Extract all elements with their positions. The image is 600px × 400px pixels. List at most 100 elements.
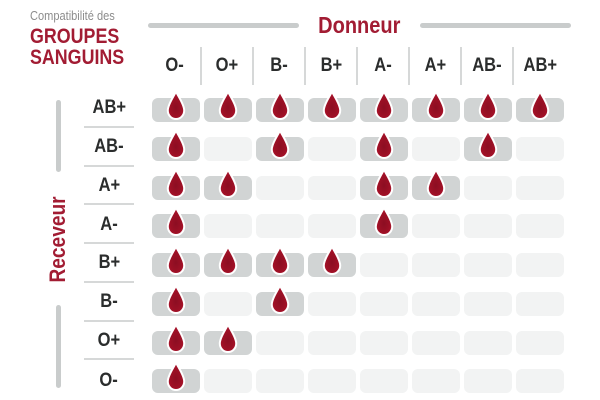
incompatible-cell (308, 175, 356, 200)
incompatible-cell (464, 330, 512, 355)
donor-col-label: AB+ (523, 55, 557, 76)
incompatible-cell (516, 175, 564, 200)
matrix-cell (358, 167, 410, 206)
matrix-cell (410, 128, 462, 167)
matrix-cell (150, 244, 202, 283)
matrix-cell (150, 128, 202, 167)
blood-drop-icon (269, 284, 291, 315)
donor-column-headers: O- O+ B- B+ A- A+ AB- AB+ (150, 47, 566, 85)
donor-col-label: A+ (410, 47, 462, 85)
matrix-cell (462, 128, 514, 167)
incompatible-cell (412, 369, 460, 394)
receiver-row-label: A+ (84, 167, 134, 206)
blood-drop-icon (165, 206, 187, 237)
blood-drop-icon (477, 129, 499, 160)
incompatible-cell (256, 175, 304, 200)
matrix-cell (514, 322, 566, 361)
incompatible-cell (204, 136, 252, 161)
donor-axis-header: Donneur (148, 12, 571, 38)
receiver-row-label: AB- (84, 128, 134, 167)
matrix-cell (254, 205, 306, 244)
matrix-cell (410, 283, 462, 322)
incompatible-cell (464, 253, 512, 277)
matrix-cell (306, 167, 358, 206)
matrix-cell (202, 322, 254, 361)
blood-drop-icon (425, 168, 447, 199)
matrix-cell (462, 283, 514, 322)
incompatible-cell (412, 136, 460, 161)
incompatible-cell (308, 214, 356, 239)
incompatible-cell (412, 253, 460, 277)
receiver-row-labels: AB+ AB- A+ A- B+ B- O+ O- (84, 89, 134, 399)
blood-drop-icon (217, 168, 239, 199)
chart-title-block: Compatibilité des GROUPES SANGUINS (30, 8, 141, 68)
blood-drop-icon (477, 90, 499, 121)
matrix-cell (306, 322, 358, 361)
blood-drop-icon (165, 90, 187, 121)
blood-drop-icon (373, 206, 395, 237)
matrix-cell (202, 283, 254, 322)
blood-drop-icon (165, 129, 187, 160)
blood-drop-icon (165, 168, 187, 199)
compatibility-grid (150, 89, 566, 399)
matrix-cell (306, 205, 358, 244)
incompatible-cell (204, 369, 252, 394)
matrix-cell (202, 128, 254, 167)
matrix-cell (254, 360, 306, 399)
matrix-cell (514, 360, 566, 399)
matrix-cell (514, 128, 566, 167)
matrix-cell (462, 244, 514, 283)
incompatible-cell (308, 136, 356, 161)
incompatible-cell (308, 291, 356, 316)
matrix-cell (306, 283, 358, 322)
chart-title-line2: SANGUINS (30, 46, 125, 69)
blood-drop-icon (373, 90, 395, 121)
incompatible-cell (516, 291, 564, 316)
matrix-cell (254, 322, 306, 361)
incompatible-cell (256, 330, 304, 355)
blood-drop-icon (321, 245, 343, 276)
matrix-cell (150, 89, 202, 128)
incompatible-cell (360, 253, 408, 277)
matrix-cell (358, 360, 410, 399)
incompatible-cell (204, 291, 252, 316)
donor-col-label: B- (254, 47, 306, 85)
matrix-cell (462, 322, 514, 361)
blood-drop-icon (269, 129, 291, 160)
matrix-cell (254, 167, 306, 206)
matrix-cell (410, 89, 462, 128)
matrix-cell (410, 360, 462, 399)
matrix-cell (202, 244, 254, 283)
incompatible-cell (308, 369, 356, 394)
matrix-cell (514, 89, 566, 128)
matrix-cell (254, 244, 306, 283)
matrix-cell (462, 89, 514, 128)
blood-drop-icon (269, 90, 291, 121)
matrix-cell (462, 360, 514, 399)
matrix-cell (462, 205, 514, 244)
blood-drop-icon (425, 90, 447, 121)
receiver-row-label: B- (84, 283, 134, 322)
matrix-cell (358, 205, 410, 244)
receiver-row-label: AB+ (84, 89, 134, 128)
receiver-divider-bottom (56, 305, 61, 388)
receiver-row-label: O+ (84, 322, 134, 361)
incompatible-cell (256, 369, 304, 394)
matrix-cell (254, 89, 306, 128)
incompatible-cell (204, 214, 252, 239)
matrix-cell (410, 205, 462, 244)
incompatible-cell (516, 214, 564, 239)
incompatible-cell (412, 291, 460, 316)
donor-axis-label: Donneur (318, 12, 401, 38)
blood-drop-icon (373, 129, 395, 160)
matrix-cell (462, 167, 514, 206)
matrix-cell (150, 283, 202, 322)
incompatible-cell (412, 214, 460, 239)
blood-drop-icon (165, 361, 187, 392)
blood-drop-icon (165, 284, 187, 315)
incompatible-cell (464, 214, 512, 239)
matrix-cell (514, 205, 566, 244)
incompatible-cell (516, 330, 564, 355)
blood-drop-icon (217, 245, 239, 276)
